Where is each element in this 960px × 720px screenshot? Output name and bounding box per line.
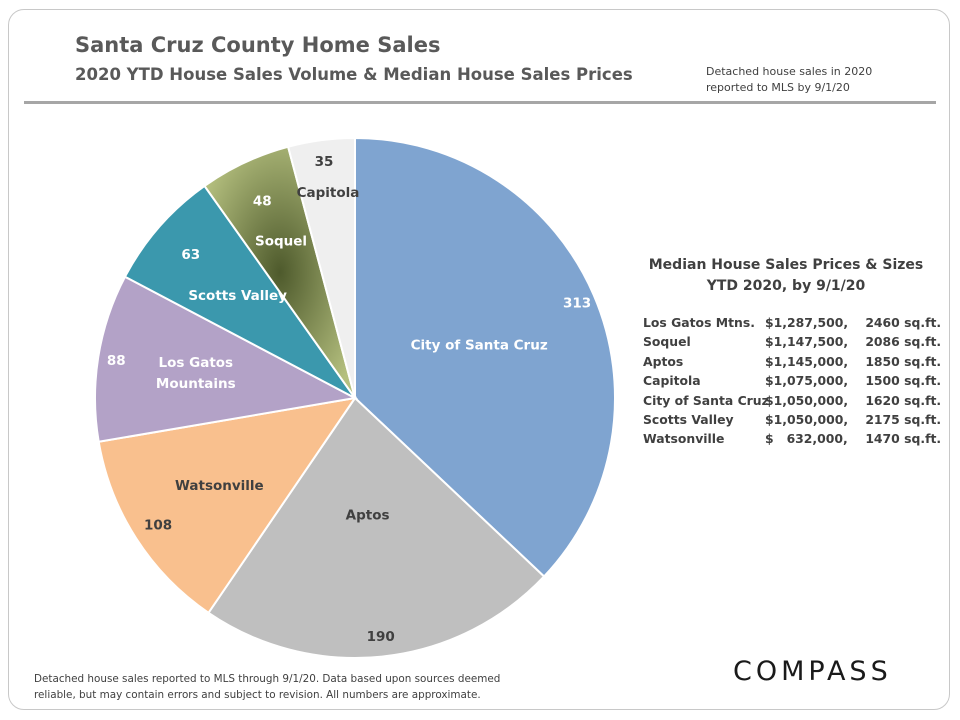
price-table-area: Scotts Valley xyxy=(643,411,734,427)
slice-label-watsonville: Watsonville xyxy=(175,478,264,494)
price-table-row: City of Santa Cruz $1,050,000, 1620 sq.ft… xyxy=(643,393,941,412)
price-table-price: $1,145,000, xyxy=(765,353,849,369)
slice-value-los-gatos-mountains: 88 xyxy=(107,353,126,369)
pie-slice-aptos xyxy=(207,396,546,659)
pie-slice-watsonville xyxy=(97,396,358,615)
slide-frame xyxy=(8,9,950,710)
price-table-row: Scotts Valley $1,050,000, 2175 sq.ft. xyxy=(643,412,941,431)
chart-subtitle: 2020 YTD House Sales Volume & Median Hou… xyxy=(75,65,633,84)
price-table-area: Soquel xyxy=(643,334,691,350)
header-divider xyxy=(24,101,936,104)
price-table-row: Watsonville $ 632,000, 1470 sq.ft. xyxy=(643,431,941,450)
price-table-area: Watsonville xyxy=(643,431,725,447)
price-table-size: 1620 sq.ft. xyxy=(861,392,942,408)
slice-value-city-of-santa-cruz: 313 xyxy=(563,295,591,311)
slice-label-los-gatos-mountains: Los Gatos Mountains xyxy=(156,355,236,392)
price-table-size: 1500 sq.ft. xyxy=(861,373,942,389)
source-note: Detached house sales in 2020 reported to… xyxy=(706,64,926,96)
price-table-row: Capitola $1,075,000, 1500 sq.ft. xyxy=(643,373,941,392)
price-table-area: Los Gatos Mtns. xyxy=(643,315,755,330)
price-table-size: 2175 sq.ft. xyxy=(861,411,942,427)
pie-slice-los-gatos-mountains xyxy=(94,275,359,443)
chart-title: Santa Cruz County Home Sales xyxy=(75,33,441,57)
slice-value-capitola: 35 xyxy=(315,154,334,170)
pie-slice-city-of-santa-cruz xyxy=(354,136,616,578)
price-table-title-line-2: YTD 2020, by 9/1/20 xyxy=(706,278,866,294)
slice-label-capitola: Capitola xyxy=(297,185,360,201)
slice-label-scotts-valley: Scotts Valley xyxy=(188,288,287,304)
price-table-title-line-1: Median House Sales Prices & Sizes xyxy=(648,257,924,273)
slice-value-soquel: 48 xyxy=(253,193,272,209)
price-table-area: Capitola xyxy=(643,373,701,389)
footer-disclaimer: Detached house sales reported to MLS thr… xyxy=(34,671,504,703)
slice-value-scotts-valley: 63 xyxy=(181,247,200,263)
price-table-size: 1850 sq.ft. xyxy=(861,353,942,369)
price-table-row: Soquel $1,147,500, 2086 sq.ft. xyxy=(643,334,941,353)
footer-line-2: reliable, but may contain errors and sub… xyxy=(34,689,481,701)
price-table-row: Los Gatos Mtns. $1,287,500, 2460 sq.ft. xyxy=(643,315,941,334)
price-table-size: 2460 sq.ft. xyxy=(861,315,942,330)
price-table-price: $ 632,000, xyxy=(765,431,848,447)
compass-logo: COMPASS xyxy=(733,656,892,687)
pie-slice-scotts-valley xyxy=(123,184,356,399)
price-table-price: $1,287,500, xyxy=(765,315,849,330)
slice-value-watsonville: 108 xyxy=(144,517,172,533)
price-table-price: $1,075,000, xyxy=(765,373,849,389)
price-table-row: Aptos $1,145,000, 1850 sq.ft. xyxy=(643,354,941,373)
price-table-area: City of Santa Cruz xyxy=(643,392,769,408)
pie-slice-capitola xyxy=(286,136,356,399)
slice-label-aptos: Aptos xyxy=(346,507,390,523)
slice-value-aptos: 190 xyxy=(367,629,395,645)
price-table-price: $1,050,000, xyxy=(765,392,849,408)
slice-label-city-of-santa-cruz: City of Santa Cruz xyxy=(411,337,548,353)
price-table-area: Aptos xyxy=(643,353,684,369)
price-table-price: $1,050,000, xyxy=(765,411,849,427)
footer-line-1: Detached house sales reported to MLS thr… xyxy=(34,673,501,685)
price-table: Los Gatos Mtns. $1,287,500, 2460 sq.ft. So… xyxy=(643,315,941,451)
price-table-title: Median House Sales Prices & Sizes YTD 20… xyxy=(636,255,936,297)
source-note-line-2: reported to MLS by 9/1/20 xyxy=(706,81,850,94)
price-table-size: 1470 sq.ft. xyxy=(861,431,942,447)
slice-label-soquel: Soquel xyxy=(255,233,307,249)
source-note-line-1: Detached house sales in 2020 xyxy=(706,65,873,78)
price-table-size: 2086 sq.ft. xyxy=(861,334,942,350)
price-table-price: $1,147,500, xyxy=(765,334,849,350)
